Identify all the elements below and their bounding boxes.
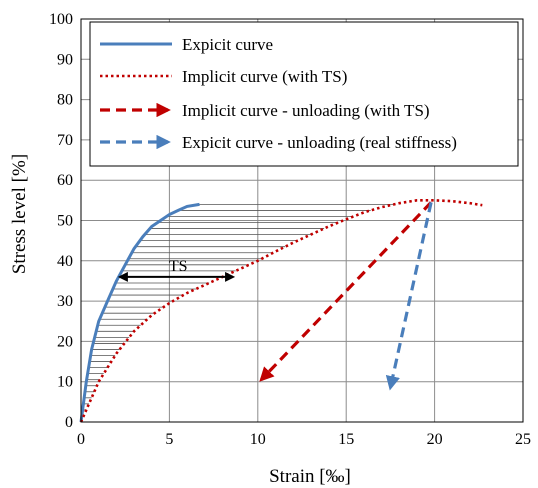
x-tick-label: 5 bbox=[165, 431, 173, 448]
y-tick-label: 30 bbox=[57, 293, 73, 310]
series-line-4 bbox=[385, 202, 433, 391]
x-tick-label: 20 bbox=[427, 431, 443, 448]
ts-annotation: TS bbox=[117, 258, 236, 282]
series-layer bbox=[79, 199, 483, 423]
y-tick-label: 20 bbox=[57, 333, 73, 350]
y-axis-title: Stress level [%] bbox=[9, 154, 30, 274]
x-tick-label: 15 bbox=[338, 431, 354, 448]
y-tick-label: 50 bbox=[57, 213, 73, 230]
x-tick-label: 0 bbox=[77, 431, 85, 448]
y-tick-label: 70 bbox=[57, 132, 73, 149]
y-tick-label: 10 bbox=[57, 374, 73, 391]
legend: Expicit curve Implicit curve (with TS) Imp… bbox=[89, 21, 519, 167]
series-line-2 bbox=[79, 199, 483, 423]
x-tick-label: 25 bbox=[515, 431, 531, 448]
legend-label-4: Expicit curve - unloading (real stiffnes… bbox=[182, 133, 457, 152]
hatch-region bbox=[81, 203, 394, 417]
legend-label-1: Expicit curve bbox=[182, 35, 273, 54]
y-tick-label: 100 bbox=[49, 11, 73, 28]
y-tick-labels: 0 10 20 30 40 50 60 70 80 90 100 bbox=[49, 11, 73, 431]
y-tick-label: 0 bbox=[65, 414, 73, 431]
legend-label-3: Implicit curve - unloading (with TS) bbox=[182, 101, 430, 120]
x-tick-label: 10 bbox=[250, 431, 266, 448]
legend-label-2: Implicit curve (with TS) bbox=[182, 67, 347, 86]
y-tick-label: 80 bbox=[57, 92, 73, 109]
y-tick-label: 40 bbox=[57, 253, 73, 270]
x-axis-title: Strain [‰] bbox=[269, 466, 351, 487]
x-tick-labels: 0 5 10 15 20 25 bbox=[77, 431, 531, 448]
series-line-1 bbox=[79, 202, 200, 423]
y-tick-label: 90 bbox=[57, 51, 73, 68]
series-line-3 bbox=[259, 201, 433, 382]
plot-frame bbox=[80, 18, 524, 423]
ts-label: TS bbox=[169, 258, 188, 275]
y-tick-label: 60 bbox=[57, 172, 73, 189]
